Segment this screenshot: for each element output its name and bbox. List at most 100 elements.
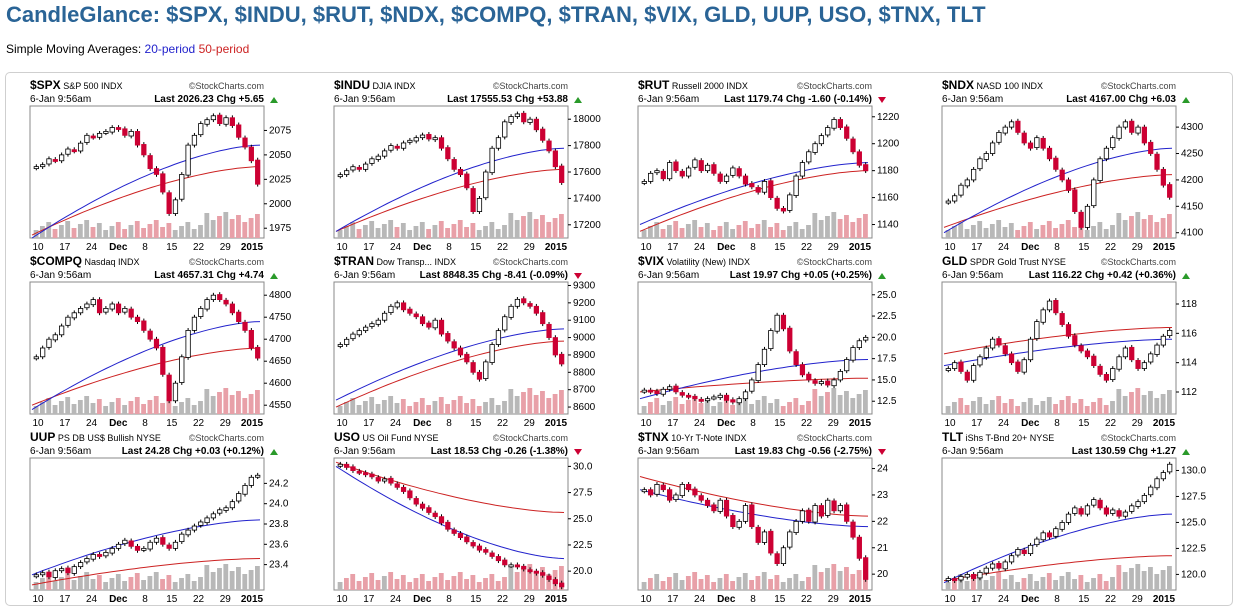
candle-up xyxy=(863,336,869,341)
candle-up xyxy=(350,333,356,340)
date-label: 6-Jan 9:56am xyxy=(942,94,1003,105)
candle-down xyxy=(825,380,831,386)
candle-down xyxy=(426,507,432,513)
candle-up xyxy=(1008,555,1015,563)
candle-down xyxy=(242,321,248,331)
x-tick-label: 15 xyxy=(166,242,178,253)
volume-bar xyxy=(818,572,824,590)
candle-up xyxy=(46,158,52,165)
volume-bar xyxy=(799,405,805,414)
candle-up xyxy=(755,364,761,381)
legend-sma20: 20-period xyxy=(144,42,196,56)
candle-up xyxy=(388,305,394,314)
watermark-label: ©StockCharts.com xyxy=(189,257,264,267)
candle-down xyxy=(996,562,1002,569)
chart-header: $SPX S&P 500 INDX xyxy=(30,78,123,92)
volume-bar xyxy=(242,398,248,414)
candle-up xyxy=(128,131,134,137)
x-tick-label: 22 xyxy=(1105,242,1117,253)
volume-bar xyxy=(514,572,520,590)
candle-up xyxy=(844,359,850,372)
candle-up xyxy=(685,167,692,177)
volume-bar xyxy=(749,404,754,414)
candle-down xyxy=(470,542,476,547)
volume-bar xyxy=(369,221,375,238)
y-tick-label: 4200 xyxy=(1181,175,1204,186)
x-tick-label: 22 xyxy=(1105,594,1117,605)
candle-down xyxy=(464,173,470,189)
volume-bar xyxy=(761,572,767,590)
up-arrow-icon xyxy=(1182,273,1190,279)
volume-bar xyxy=(160,227,165,238)
volume-bar xyxy=(236,567,241,590)
candle-up xyxy=(1141,495,1147,503)
volume-bar xyxy=(755,400,761,414)
candle-down xyxy=(128,540,134,547)
x-tick-label: 17 xyxy=(59,242,71,253)
candle-down xyxy=(546,140,552,152)
volume-bar xyxy=(476,230,482,238)
volume-bar xyxy=(1110,401,1115,414)
candle-up xyxy=(1135,501,1141,507)
name-label: Russell 2000 INDX xyxy=(669,81,748,91)
x-tick-label: Dec xyxy=(717,594,736,605)
y-tick-label: 27.5 xyxy=(573,488,593,499)
candle-up xyxy=(1091,499,1097,506)
volume-bar xyxy=(641,582,647,590)
volume-bar xyxy=(1034,405,1040,414)
candle-down xyxy=(160,346,166,375)
volume-bar xyxy=(844,215,849,238)
candle-up xyxy=(983,347,989,358)
candle-up xyxy=(641,489,647,493)
y-tick-label: 120.0 xyxy=(1181,569,1206,580)
candle-down xyxy=(464,353,470,363)
volume-bar xyxy=(134,221,140,238)
candle-up xyxy=(667,162,673,180)
candle-down xyxy=(952,578,958,582)
volume-bar xyxy=(84,220,90,238)
up-arrow-icon xyxy=(1182,449,1190,455)
volume-bar xyxy=(1040,401,1046,414)
volume-bar xyxy=(964,581,970,590)
y-tick-label: 17400 xyxy=(573,193,601,204)
volume-bar xyxy=(141,228,146,238)
volume-bar xyxy=(426,581,432,590)
last-label: Last 19.83 xyxy=(735,446,786,457)
sma20-line xyxy=(31,321,261,411)
y-tick-label: 20.0 xyxy=(877,332,897,343)
volume-bar xyxy=(527,564,533,590)
watermark-label: ©StockCharts.com xyxy=(189,81,264,91)
candle-up xyxy=(1116,356,1122,370)
candle-down xyxy=(863,164,869,172)
y-tick-label: 4750 xyxy=(269,312,292,323)
candle-down xyxy=(717,173,723,182)
volume-bar xyxy=(1046,397,1052,414)
volume-bar xyxy=(825,392,830,414)
candle-down xyxy=(344,463,350,468)
candle-up xyxy=(198,521,204,526)
volume-bar xyxy=(1072,579,1077,590)
volume-bar xyxy=(654,398,660,414)
x-tick-label: 29 xyxy=(524,594,536,605)
candle-up xyxy=(337,174,343,178)
y-tick-label: 22.5 xyxy=(877,311,897,322)
legend-prefix: Simple Moving Averages: xyxy=(6,42,142,56)
candle-up xyxy=(1027,544,1034,555)
volume-bar xyxy=(654,574,660,590)
candle-up xyxy=(337,463,343,467)
x-tick-label: 15 xyxy=(166,418,178,429)
candle-up xyxy=(736,398,742,404)
volume-bar xyxy=(945,582,951,590)
candle-up xyxy=(825,499,831,516)
volume-bar xyxy=(844,391,849,414)
candle-down xyxy=(356,470,362,474)
volume-bar xyxy=(831,212,837,238)
candle-up xyxy=(103,307,109,313)
candle-down xyxy=(667,489,673,501)
candle-down xyxy=(445,147,451,160)
volume-bar xyxy=(831,388,837,414)
x-tick-label: 8 xyxy=(1054,594,1060,605)
sma50-line xyxy=(31,166,261,236)
volume-bar xyxy=(812,213,818,238)
volume-bar xyxy=(698,227,704,238)
